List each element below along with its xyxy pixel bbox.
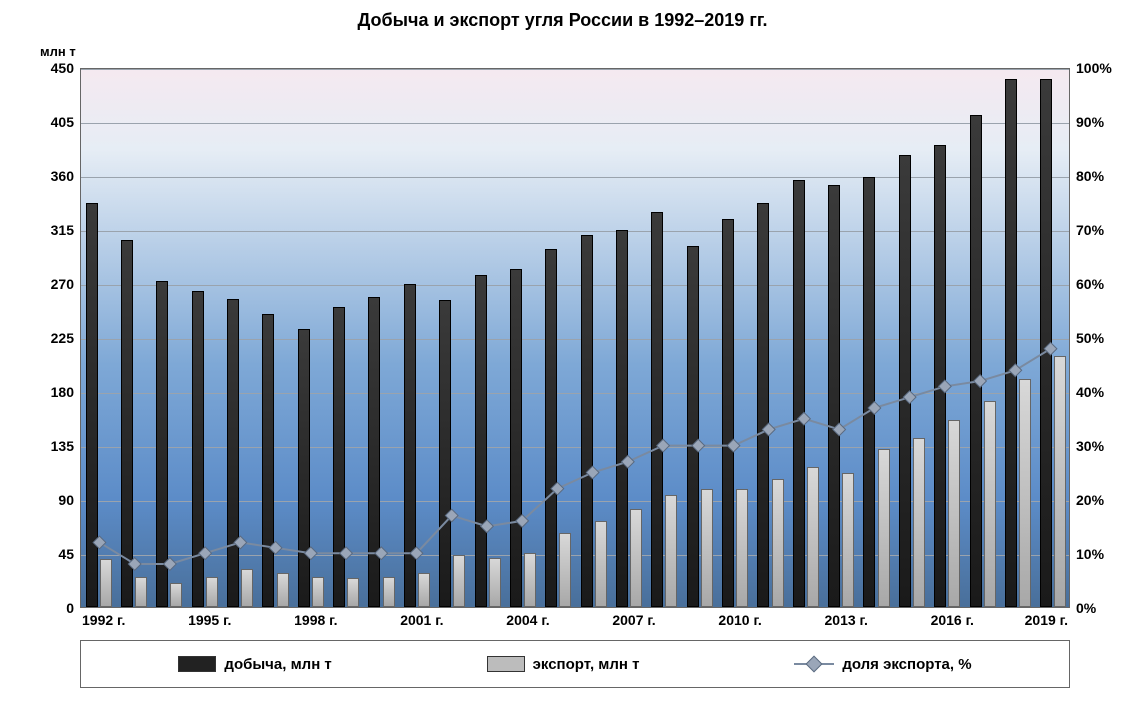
share-marker: [269, 541, 282, 554]
legend-swatch-export: [487, 656, 525, 672]
share-marker: [903, 391, 916, 404]
y2-tick-label: 80%: [1076, 168, 1104, 184]
share-marker: [234, 536, 247, 549]
x-tick-label: 2007 г.: [612, 612, 655, 628]
plot-area: [80, 68, 1070, 608]
y2-tick-label: 40%: [1076, 384, 1104, 400]
share-marker: [939, 380, 952, 393]
y1-axis-label: млн т: [40, 44, 76, 59]
legend-item-share: доля экспорта, %: [794, 654, 971, 674]
y1-tick-label: 225: [51, 330, 74, 346]
legend-label-share: доля экспорта, %: [842, 656, 971, 673]
line-layer: [81, 69, 1069, 607]
y1-tick-label: 315: [51, 222, 74, 238]
y2-tick-label: 100%: [1076, 60, 1112, 76]
y2-tick-label: 90%: [1076, 114, 1104, 130]
legend: добыча, млн т экспорт, млн т доля экспор…: [80, 640, 1070, 688]
legend-label-production: добыча, млн т: [224, 656, 331, 673]
y1-tick-label: 405: [51, 114, 74, 130]
legend-label-export: экспорт, млн т: [533, 656, 640, 673]
x-tick-label: 2016 г.: [931, 612, 974, 628]
x-tick-label: 1995 г.: [188, 612, 231, 628]
y1-tick-label: 90: [58, 492, 74, 508]
y1-tick-label: 180: [51, 384, 74, 400]
y1-tick-label: 0: [66, 600, 74, 616]
x-tick-label: 2013 г.: [825, 612, 868, 628]
share-marker: [93, 536, 106, 549]
chart-container: Добыча и экспорт угля России в 1992–2019…: [10, 10, 1115, 700]
x-tick-label: 1992 г.: [82, 612, 125, 628]
x-tick-label: 2010 г.: [718, 612, 761, 628]
share-marker: [657, 439, 670, 452]
y2-tick-label: 30%: [1076, 438, 1104, 454]
y2-tick-label: 70%: [1076, 222, 1104, 238]
share-marker: [128, 558, 141, 571]
x-tick-label: 1998 г.: [294, 612, 337, 628]
share-marker: [340, 547, 353, 560]
legend-item-export: экспорт, млн т: [487, 656, 640, 673]
legend-swatch-share: [794, 654, 834, 674]
share-marker: [304, 547, 317, 560]
x-axis: 1992 г. 1995 г. 1998 г. 2001 г. 2004 г. 2007 …: [80, 608, 1070, 632]
y2-tick-label: 50%: [1076, 330, 1104, 346]
plot-wrap: 1992 г.1995 г.1998 г.2001 г.2004 г.2007 …: [80, 68, 1070, 608]
y2-tick-label: 60%: [1076, 276, 1104, 292]
y1-tick-label: 270: [51, 276, 74, 292]
y1-tick-label: 135: [51, 438, 74, 454]
x-tick-label: 2004 г.: [506, 612, 549, 628]
share-marker: [727, 439, 740, 452]
y1-tick-label: 450: [51, 60, 74, 76]
y2-tick-label: 10%: [1076, 546, 1104, 562]
share-marker: [586, 466, 599, 479]
y1-tick-label: 45: [58, 546, 74, 562]
share-marker: [1044, 342, 1057, 355]
chart-title: Добыча и экспорт угля России в 1992–2019…: [10, 10, 1115, 31]
share-marker: [762, 423, 775, 436]
share-marker: [974, 375, 987, 388]
x-tick-label: 2019 г.: [1025, 612, 1068, 628]
share-marker: [833, 423, 846, 436]
share-marker: [621, 455, 634, 468]
y2-tick-label: 20%: [1076, 492, 1104, 508]
share-marker: [868, 402, 881, 415]
legend-swatch-production: [178, 656, 216, 672]
y1-tick-label: 360: [51, 168, 74, 184]
share-marker: [481, 520, 494, 533]
legend-item-production: добыча, млн т: [178, 656, 331, 673]
share-marker: [1009, 364, 1022, 377]
share-marker: [199, 547, 212, 560]
share-marker: [375, 547, 388, 560]
share-marker: [164, 558, 177, 571]
x-tick-label: 2001 г.: [400, 612, 443, 628]
share-marker: [798, 412, 811, 425]
share-marker: [692, 439, 705, 452]
share-line: [99, 349, 1050, 564]
y2-tick-label: 0%: [1076, 600, 1096, 616]
